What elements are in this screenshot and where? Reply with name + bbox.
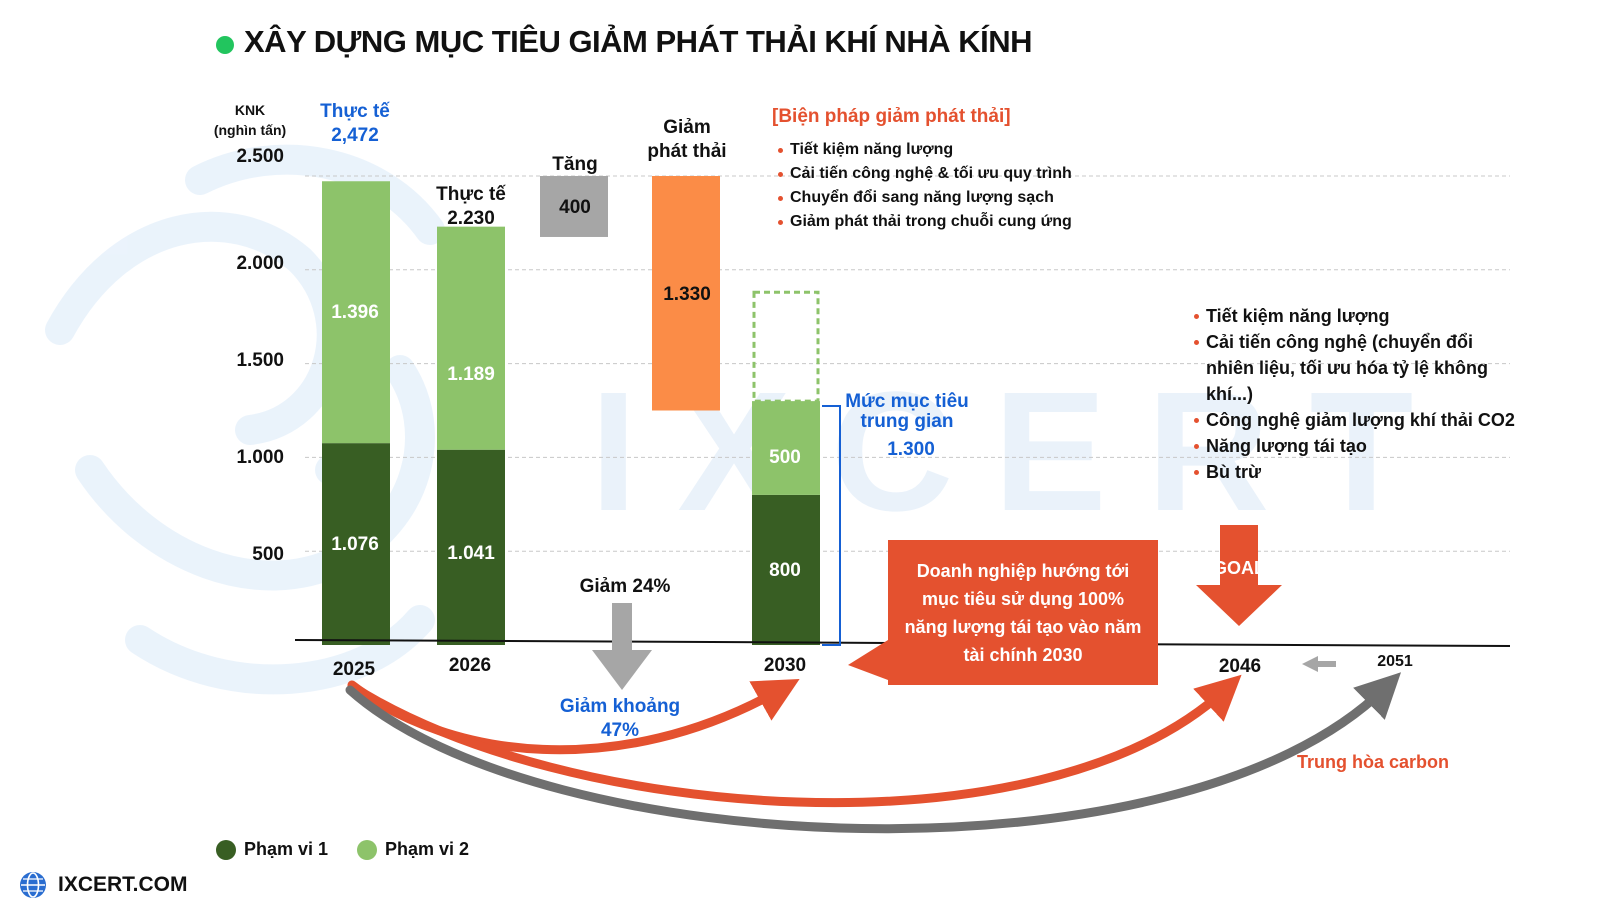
long-term-measure-item: Năng lượng tái tạo — [1192, 433, 1522, 459]
long-term-measure-item: Tiết kiệm năng lượng — [1192, 303, 1522, 329]
x-tick-2030: 2030 — [763, 655, 807, 676]
y-tick-500: 500 — [252, 544, 284, 565]
increase-value-label: 400 — [559, 197, 591, 218]
y-tick-1500: 1.500 — [236, 350, 284, 371]
bar-2030-scope2 — [752, 401, 820, 495]
goal-arrow-icon — [1196, 525, 1282, 626]
arrow-2025-to-2051 — [345, 672, 1402, 834]
callout-line2: mục tiêu sử dụng 100% — [921, 589, 1125, 609]
legend-scope2-label: Phạm vi 2 — [385, 839, 470, 859]
y-tick-2500: 2.500 — [236, 146, 284, 167]
y-axis-unit-line1: KNK — [234, 102, 266, 118]
title-bullet-icon — [216, 36, 234, 54]
bar-2030-removed-outline — [752, 290, 820, 403]
arrow-2025-to-2046 — [347, 674, 1242, 808]
target-bracket — [822, 405, 841, 646]
measure-item: Giảm phát thải trong chuỗi cung ứng — [776, 210, 1072, 234]
reduction-value-label: 1.330 — [663, 284, 711, 305]
bars — [322, 176, 820, 645]
bar-2030-scope1 — [752, 494, 820, 645]
x-tick-2051: 2051 — [1377, 653, 1413, 670]
target-value: 1.300 — [887, 439, 935, 460]
y-axis-unit: KNK (nghìn tấn) — [200, 100, 300, 140]
callout-line1: Doanh nghiệp hướng tới — [916, 561, 1130, 581]
target-label-line1: Mức mục tiêu — [845, 391, 969, 412]
bar-2025-scope1-label: 1.076 — [331, 534, 379, 555]
legend-scope1-label: Phạm vi 1 — [244, 839, 329, 859]
globe-icon — [20, 872, 46, 898]
long-term-measure-item: Công nghệ giảm lượng khí thải CO2 — [1192, 407, 1522, 433]
actual-2026-label-line1: Thực tế — [436, 184, 506, 205]
callout-line3: năng lượng tái tạo vào năm — [904, 617, 1142, 637]
actual-2026-value: 2.230 — [447, 208, 495, 229]
legend-scope1-swatch — [216, 840, 236, 860]
watermark-text: IXCERT — [590, 357, 1453, 547]
long-term-measures-list: Tiết kiệm năng lượng Cải tiến công nghệ … — [1192, 303, 1522, 485]
measure-item: Tiết kiệm năng lượng — [776, 138, 1072, 162]
actual-2026-label: Thực tế 2.230 — [416, 183, 526, 231]
callout-text: Doanh nghiệp hướng tới mục tiêu sử dụng … — [888, 540, 1158, 669]
bar-2030-scope2-label: 500 — [769, 447, 801, 468]
actual-2025-label: Thực tế 2,472 — [300, 100, 410, 148]
reduction-label: Giảm phát thải — [630, 116, 744, 164]
left-arrow-icon — [1302, 656, 1336, 672]
reduce-47-label: Giảm khoảng 47% — [550, 695, 690, 743]
measure-item: Chuyển đổi sang năng lượng sạch — [776, 186, 1072, 210]
bar-2025-scope2 — [322, 181, 390, 444]
bar-2026-scope2-label: 1.189 — [447, 364, 495, 385]
reduction-label-line1: Giảm — [663, 117, 711, 138]
bar-2030-scope1-label: 800 — [769, 560, 801, 581]
reduction-bar — [652, 176, 720, 411]
measure-item: Cải tiến công nghệ & tối ưu quy trình — [776, 162, 1072, 186]
down-arrow-icon — [592, 603, 652, 690]
target-label-line2: trung gian — [860, 411, 954, 432]
x-tick-2026: 2026 — [448, 655, 492, 676]
legend-scope2-swatch — [357, 840, 377, 860]
measures-title: [Biện pháp giảm phát thải] — [772, 106, 1011, 127]
bar-2025-scope2-label: 1.396 — [331, 302, 379, 323]
reduce-47-value: 47% — [600, 720, 640, 741]
long-term-measure-item: Cải tiến công nghệ (chuyển đổi nhiên liệ… — [1192, 329, 1522, 407]
reduce-24-label: Giảm 24% — [579, 576, 671, 597]
page-title: XÂY DỰNG MỤC TIÊU GIẢM PHÁT THẢI KHÍ NHÀ… — [244, 24, 1032, 59]
actual-2025-label-line1: Thực tế — [320, 101, 390, 122]
y-tick-2000: 2.000 — [236, 253, 284, 274]
x-tick-2046: 2046 — [1218, 656, 1262, 677]
increase-bar — [540, 176, 608, 237]
bar-2025-scope1 — [322, 443, 390, 645]
long-term-measure-item: Bù trừ — [1192, 459, 1522, 485]
bar-2026-scope2 — [437, 226, 505, 450]
measures-list: Tiết kiệm năng lượng Cải tiến công nghệ … — [776, 138, 1072, 234]
reduce-47-line1: Giảm khoảng — [559, 696, 681, 717]
goal-label: GOAL — [1213, 558, 1265, 578]
callout-line4: tài chính 2030 — [963, 645, 1083, 665]
y-axis-unit-line2: (nghìn tấn) — [213, 122, 287, 138]
reduction-label-line2: phát thải — [647, 141, 727, 162]
actual-2025-value: 2,472 — [331, 125, 379, 146]
bar-2026-scope1-label: 1.041 — [447, 543, 495, 564]
renewable-callout: Doanh nghiệp hướng tới mục tiêu sử dụng … — [888, 540, 1158, 685]
brand-name: IXCERT.COM — [58, 873, 188, 896]
callout-pointer — [848, 640, 888, 680]
bar-2026-scope1 — [437, 449, 505, 645]
x-tick-2025: 2025 — [332, 659, 376, 680]
increase-label: Tăng — [552, 154, 598, 175]
carbon-neutral-label: Trung hòa carbon — [1297, 752, 1450, 772]
target-label: Mức mục tiêu trung gian — [842, 392, 972, 432]
y-tick-1000: 1.000 — [236, 447, 284, 468]
